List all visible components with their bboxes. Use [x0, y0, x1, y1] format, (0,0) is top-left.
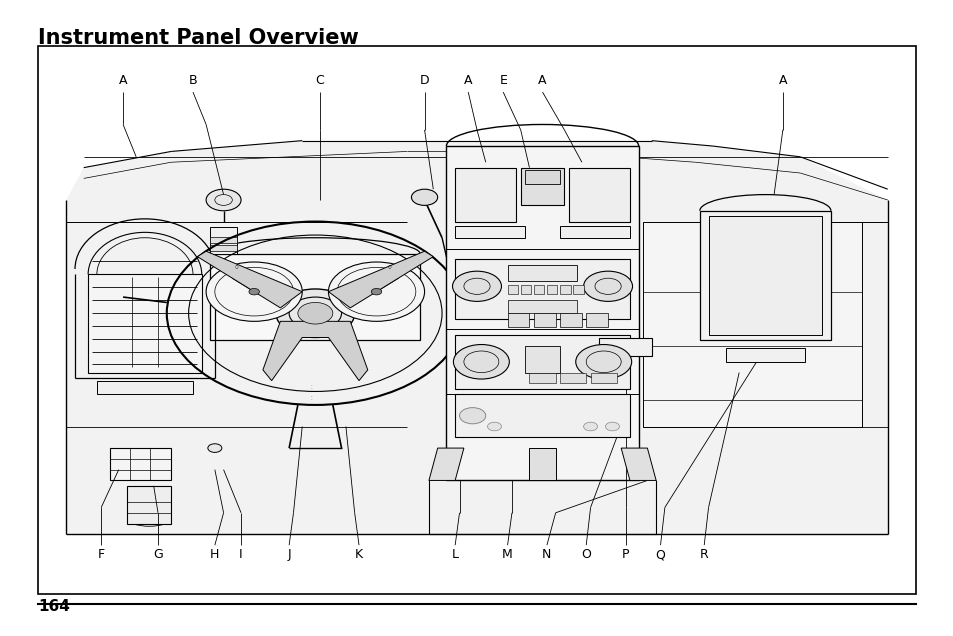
Circle shape: [206, 189, 241, 211]
Text: A: A: [119, 74, 127, 86]
Circle shape: [453, 345, 509, 379]
Bar: [529, 373, 555, 384]
Bar: [559, 373, 585, 384]
Bar: [97, 381, 193, 394]
Text: A: A: [463, 74, 472, 86]
Text: 164: 164: [38, 599, 70, 614]
Bar: [559, 314, 581, 327]
Bar: [455, 226, 524, 238]
Text: ○: ○: [388, 265, 391, 270]
Circle shape: [605, 422, 618, 431]
Text: B: B: [189, 74, 197, 86]
Text: J: J: [287, 548, 291, 562]
Polygon shape: [620, 448, 656, 480]
Bar: [507, 265, 577, 281]
Bar: [598, 338, 651, 356]
Bar: [128, 486, 171, 523]
Circle shape: [328, 262, 424, 321]
Text: A: A: [778, 74, 786, 86]
Polygon shape: [328, 251, 433, 308]
Polygon shape: [66, 141, 887, 534]
Circle shape: [249, 289, 259, 295]
Bar: [507, 300, 577, 314]
Text: Q: Q: [655, 548, 665, 562]
Text: L: L: [451, 548, 458, 562]
Bar: [524, 345, 559, 373]
Text: R: R: [700, 548, 708, 562]
Text: C: C: [315, 74, 324, 86]
Bar: [534, 285, 544, 294]
Bar: [507, 314, 529, 327]
Bar: [455, 259, 629, 319]
Bar: [455, 168, 516, 221]
Bar: [110, 448, 171, 480]
Text: N: N: [541, 548, 551, 562]
Circle shape: [576, 345, 631, 379]
Text: H: H: [210, 548, 219, 562]
Polygon shape: [263, 321, 368, 381]
Bar: [507, 285, 517, 294]
Polygon shape: [529, 448, 555, 480]
Bar: [573, 285, 583, 294]
Bar: [211, 227, 236, 254]
Circle shape: [583, 271, 632, 301]
Circle shape: [459, 408, 485, 424]
Bar: [585, 314, 607, 327]
Bar: [559, 226, 629, 238]
Bar: [524, 170, 559, 184]
Bar: [211, 254, 419, 340]
Circle shape: [297, 303, 333, 324]
Bar: [211, 237, 236, 243]
Bar: [642, 221, 861, 427]
Circle shape: [452, 271, 501, 301]
Text: F: F: [97, 548, 105, 562]
Text: Instrument Panel Overview: Instrument Panel Overview: [38, 28, 358, 48]
Text: E: E: [498, 74, 507, 86]
Bar: [88, 274, 201, 373]
Text: I: I: [239, 548, 243, 562]
Bar: [446, 146, 638, 480]
Circle shape: [208, 444, 222, 452]
Bar: [590, 373, 617, 384]
Text: K: K: [355, 548, 363, 562]
Polygon shape: [197, 251, 302, 308]
Bar: [534, 314, 555, 327]
Bar: [211, 245, 236, 251]
Bar: [700, 211, 830, 340]
Text: G: G: [153, 548, 163, 562]
Text: D: D: [419, 74, 429, 86]
Circle shape: [206, 262, 302, 321]
Text: O: O: [580, 548, 591, 562]
Circle shape: [583, 422, 597, 431]
Text: ⁚: ⁚: [310, 396, 312, 401]
Bar: [708, 216, 821, 335]
Bar: [38, 46, 915, 594]
Bar: [520, 168, 564, 205]
Bar: [455, 335, 629, 389]
Circle shape: [371, 289, 381, 295]
Polygon shape: [429, 448, 463, 480]
Circle shape: [411, 189, 437, 205]
Circle shape: [275, 289, 355, 338]
Text: M: M: [501, 548, 513, 562]
Bar: [568, 168, 629, 221]
Bar: [559, 285, 570, 294]
Bar: [546, 285, 557, 294]
Text: ⁚: ⁚: [310, 385, 312, 390]
Text: A: A: [537, 74, 546, 86]
Bar: [455, 394, 629, 438]
Circle shape: [487, 422, 501, 431]
Bar: [520, 285, 531, 294]
Bar: [725, 349, 804, 362]
Text: P: P: [621, 548, 629, 562]
Text: ○: ○: [234, 265, 238, 270]
